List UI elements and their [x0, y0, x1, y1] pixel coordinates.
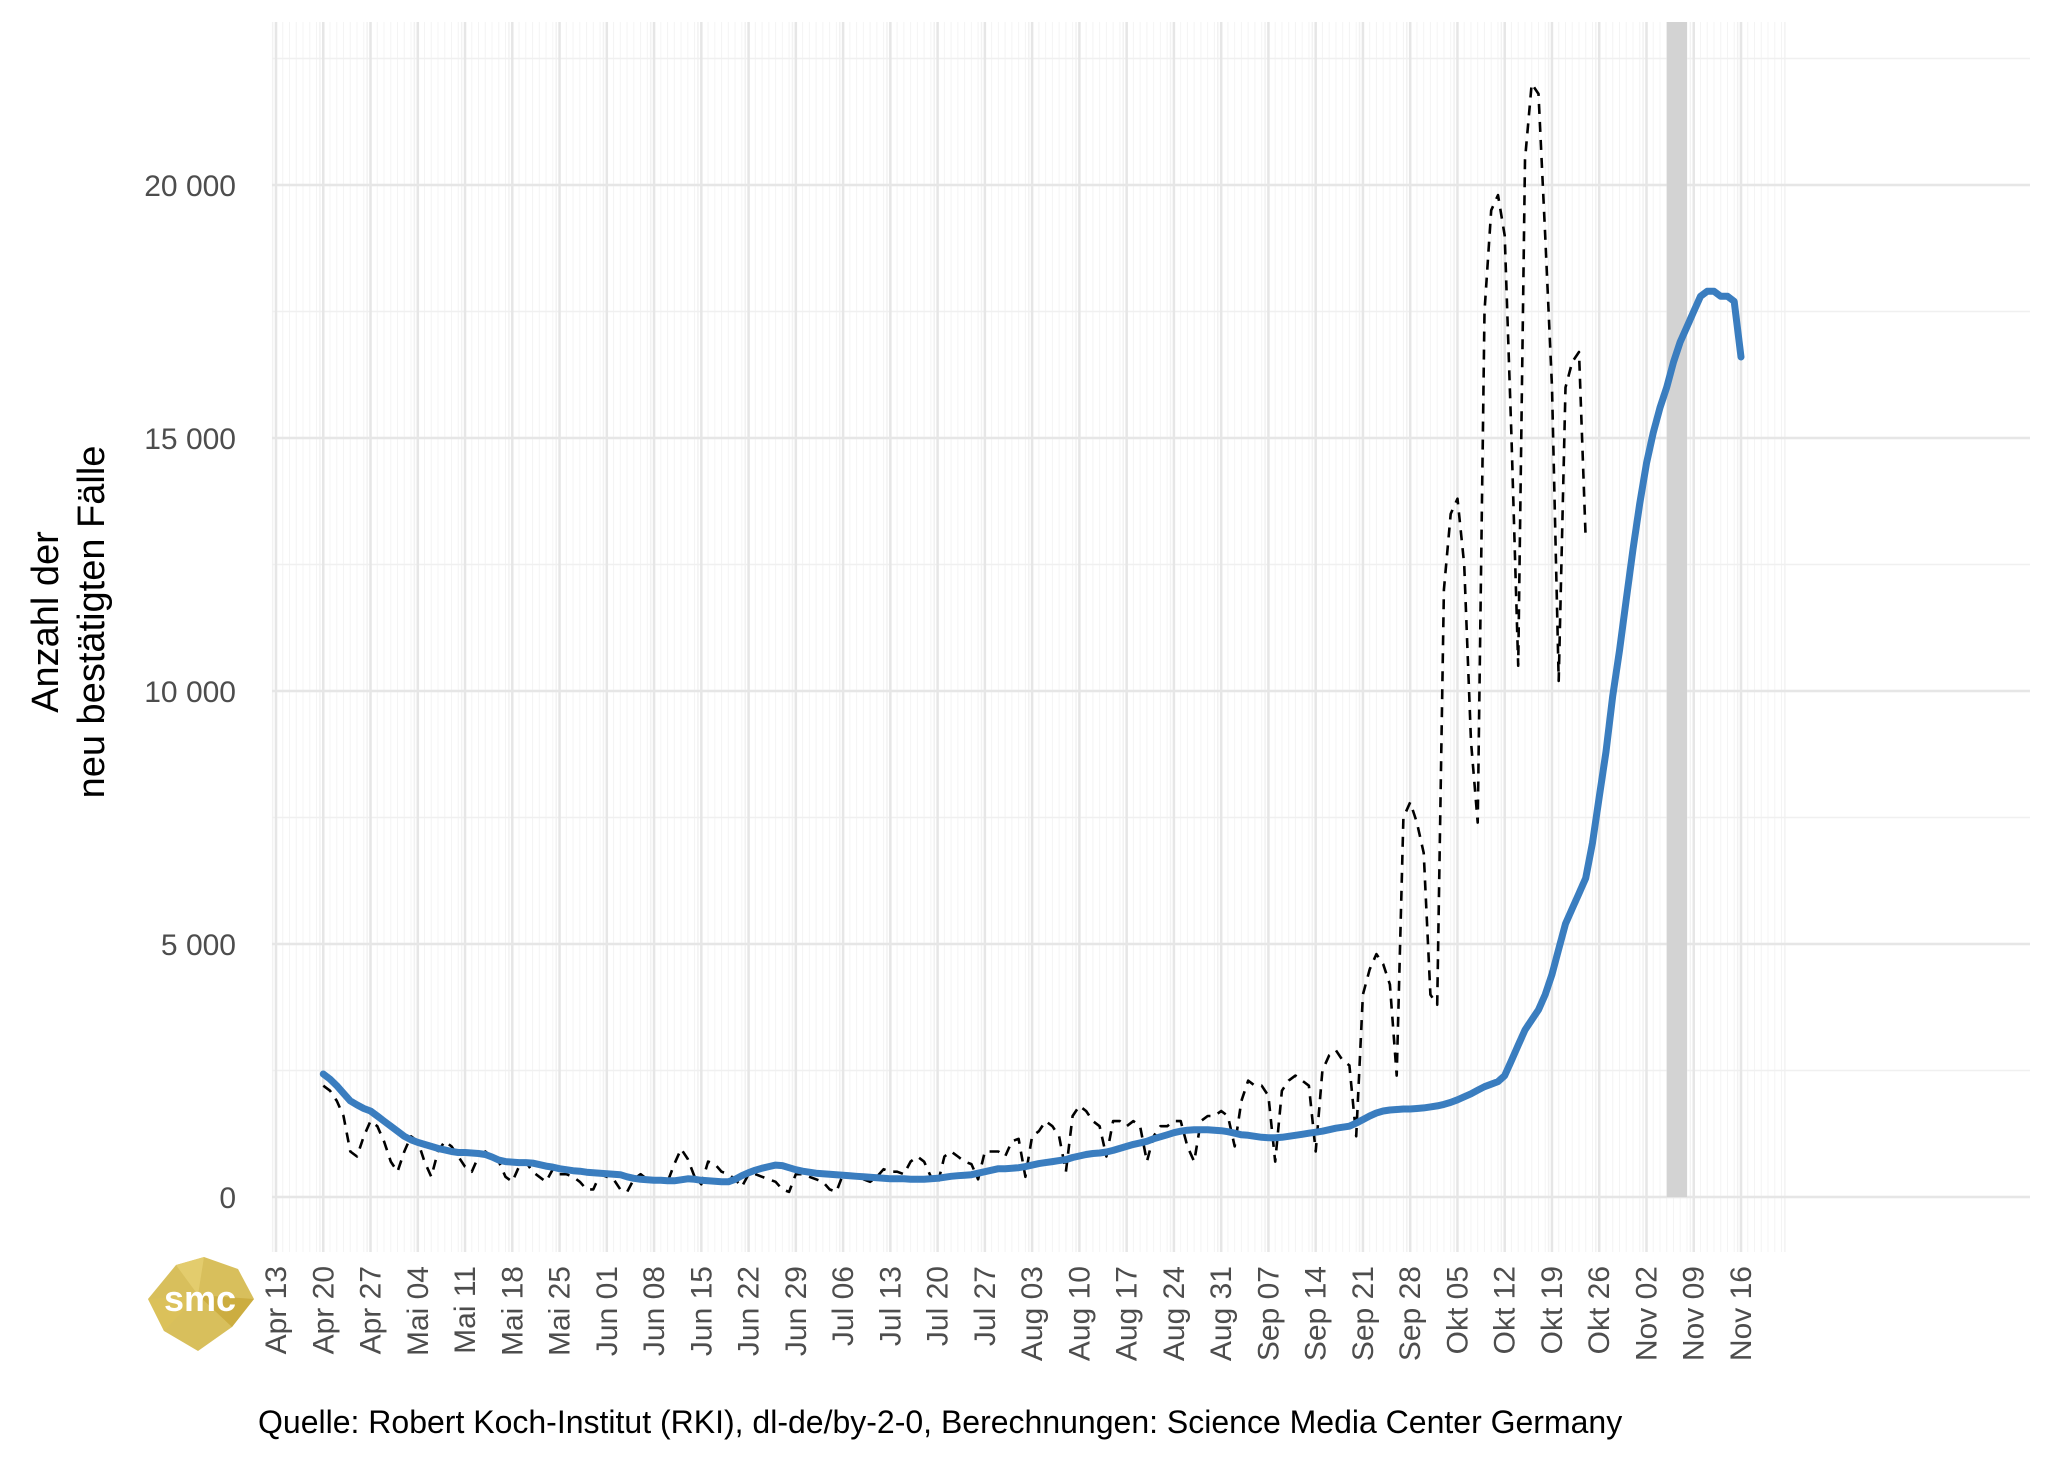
x-tick-label: Jun 08 — [638, 1266, 671, 1356]
x-tick-label: Jun 22 — [733, 1266, 766, 1356]
y-tick-label: 10 000 — [144, 676, 236, 709]
y-tick-label: 0 — [219, 1182, 236, 1215]
x-tick-label: Mai 04 — [402, 1266, 435, 1356]
x-tick-label: Okt 26 — [1583, 1266, 1616, 1354]
x-tick-label: Sep 21 — [1347, 1266, 1380, 1361]
y-axis-title-line-2: neu bestätigten Fälle — [71, 446, 113, 799]
x-tick-label: Aug 03 — [1016, 1266, 1049, 1361]
x-tick-label: Apr 13 — [260, 1266, 293, 1354]
x-tick-label: Sep 28 — [1394, 1266, 1427, 1361]
x-tick-label: Aug 17 — [1111, 1266, 1144, 1361]
logo-text: smc — [164, 1278, 236, 1319]
x-axis-ticks: Apr 13 Apr 20 Apr 27 Mai 04 Mai 11 Mai 18 Mai … — [260, 1266, 1758, 1361]
x-tick-label: Aug 10 — [1063, 1266, 1096, 1361]
y-tick-label: 20 000 — [144, 170, 236, 203]
x-tick-label: Apr 27 — [355, 1266, 388, 1354]
series-7day-average-line — [319, 287, 1745, 1186]
x-tick-label: Jun 01 — [591, 1266, 624, 1356]
x-tick-label: Aug 31 — [1205, 1266, 1238, 1361]
series-group — [319, 82, 1745, 1194]
x-tick-label: Mai 18 — [496, 1266, 529, 1356]
smc-logo: smc — [140, 1255, 260, 1360]
shaded-region — [1666, 22, 1687, 1197]
x-tick-label: Jul 27 — [969, 1266, 1002, 1346]
x-tick-label: Jul 13 — [874, 1266, 907, 1346]
x-tick-label: Nov 09 — [1678, 1266, 1711, 1361]
x-tick-label: Jun 15 — [685, 1266, 718, 1356]
x-tick-label: Aug 24 — [1158, 1266, 1191, 1361]
x-tick-label: Sep 14 — [1300, 1266, 1333, 1361]
x-tick-label: Mai 11 — [449, 1266, 482, 1354]
y-axis-ticks: 0 5 000 10 000 15 000 20 000 — [144, 170, 236, 1215]
x-tick-label: Jul 20 — [922, 1266, 955, 1346]
x-tick-label: Nov 16 — [1725, 1266, 1758, 1361]
minor-gridlines — [271, 22, 2030, 1252]
x-tick-label: Okt 19 — [1536, 1266, 1569, 1354]
x-tick-label: Okt 12 — [1489, 1266, 1522, 1354]
y-tick-label: 15 000 — [144, 423, 236, 456]
y-tick-label: 5 000 — [161, 929, 236, 962]
x-tick-label: Nov 02 — [1630, 1266, 1663, 1361]
x-tick-label: Jun 29 — [780, 1266, 813, 1356]
x-tick-label: Jul 06 — [827, 1266, 860, 1346]
x-tick-label: Okt 05 — [1441, 1266, 1474, 1354]
series-daily-cases-line — [322, 82, 1587, 1194]
x-tick-label: Sep 07 — [1252, 1266, 1285, 1361]
x-tick-label: Apr 20 — [307, 1266, 340, 1354]
major-gridlines — [272, 22, 2030, 1252]
smc-logo-icon: smc — [148, 1257, 254, 1351]
y-axis-title-line-1: Anzahl der — [25, 531, 67, 713]
source-caption: Quelle: Robert Koch-Institut (RKI), dl-d… — [258, 1404, 1623, 1440]
x-tick-label: Mai 25 — [544, 1266, 577, 1356]
